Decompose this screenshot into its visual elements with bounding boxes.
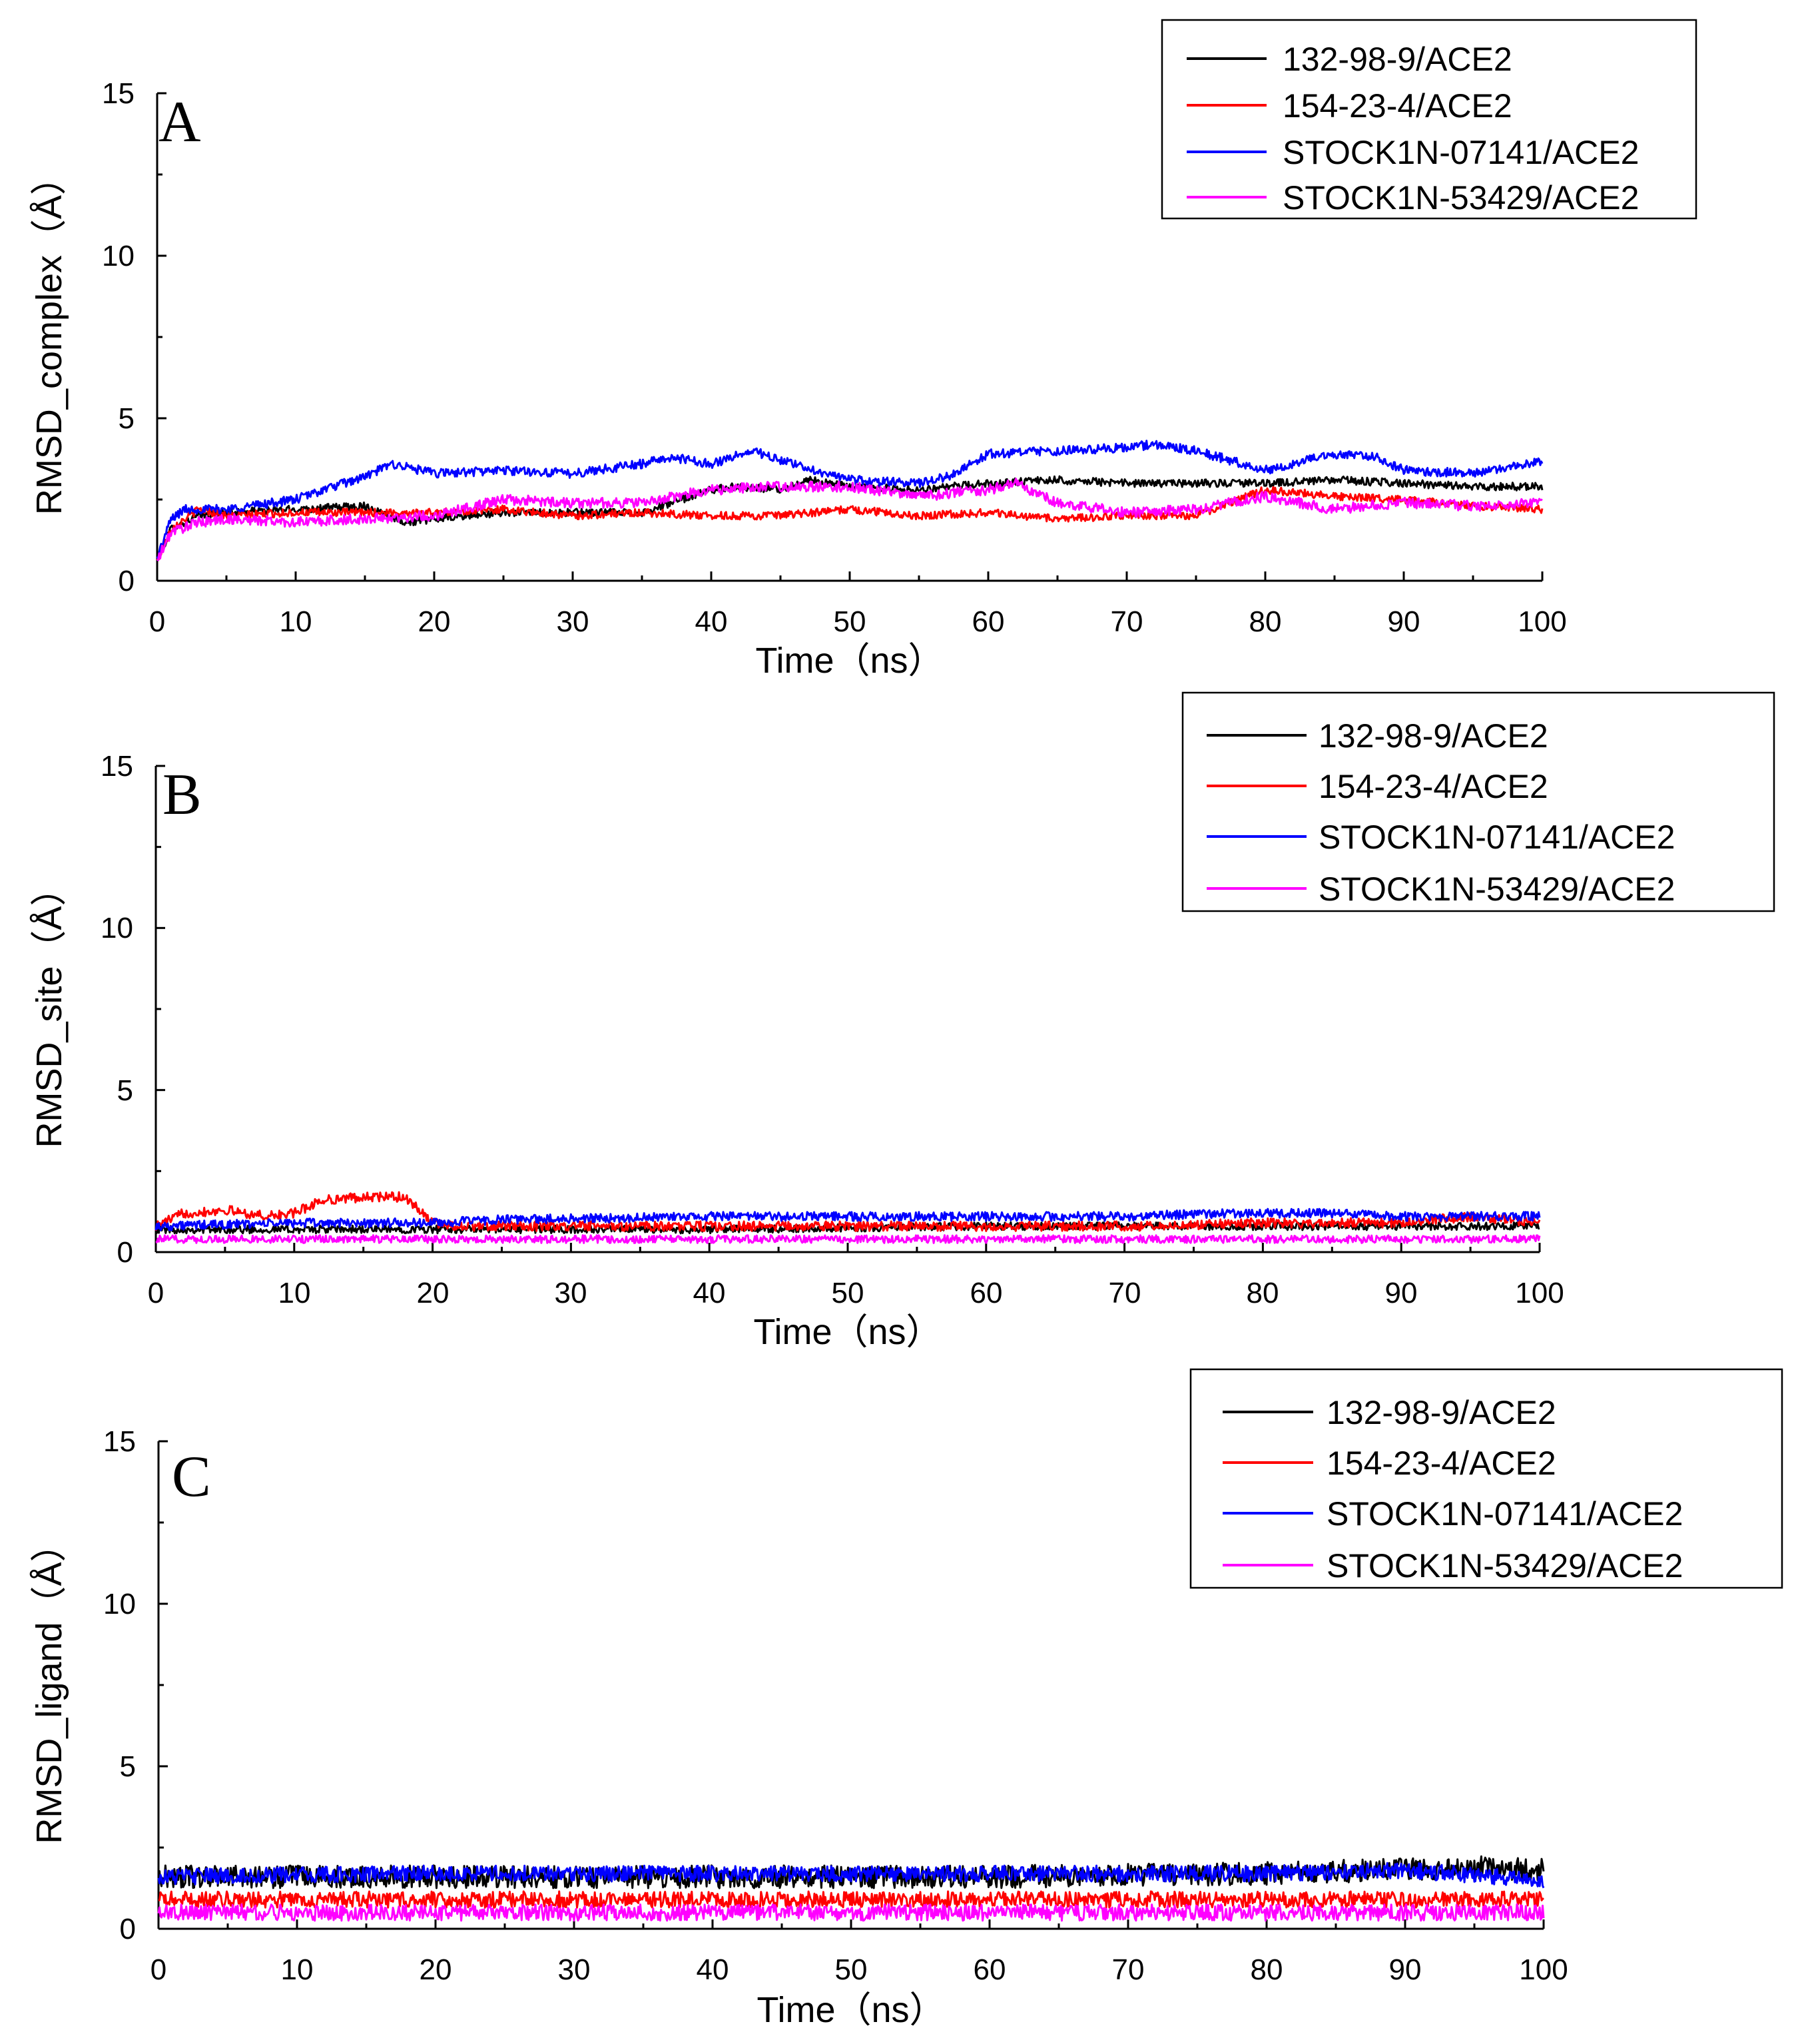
axis-ticks [154, 765, 1541, 1253]
x-tick-label: 30 [558, 1953, 591, 1986]
y-tick-label: 0 [119, 565, 135, 597]
y-tick-label: 15 [101, 750, 133, 783]
x-tick-label: 40 [695, 605, 728, 638]
x-axis-title: Time（ns） [753, 1312, 942, 1352]
panel-letter: A [158, 90, 201, 155]
series-lines [154, 1191, 1541, 1244]
x-tick-label: 100 [1519, 1953, 1568, 1986]
y-tick-label: 0 [117, 1236, 133, 1269]
axis-ticks [157, 1440, 1545, 1930]
x-tick-label: 0 [148, 1277, 164, 1309]
y-tick-label: 10 [103, 1588, 136, 1620]
legend-box [1189, 1368, 1783, 1589]
y-tick-label: 5 [120, 1750, 136, 1783]
x-tick-label: 40 [697, 1953, 729, 1986]
panel-b-chart: 0 5 10 15 0 10 20 30 40 50 60 70 80 90 1… [29, 691, 1775, 1352]
legend-label: STOCK1N-07141/ACE2 [1327, 1495, 1683, 1533]
panel-c-chart: 0 5 10 15 0 10 20 30 40 50 60 70 80 90 1… [29, 1368, 1783, 2030]
series-line-154-23-4-ace2 [154, 1191, 1541, 1232]
x-tick-label: 70 [1112, 1953, 1145, 1986]
x-tick-label: 50 [832, 1277, 864, 1309]
y-tick-label: 15 [103, 1425, 136, 1458]
legend-label: 154-23-4/ACE2 [1327, 1445, 1556, 1482]
series-line-stock1n-07141-ace2 [157, 1862, 1545, 1889]
x-tick-label: 80 [1249, 605, 1282, 638]
legend-label: STOCK1N-53429/ACE2 [1283, 179, 1639, 216]
legend-label: STOCK1N-53429/ACE2 [1319, 870, 1675, 908]
x-tick-label: 30 [555, 1277, 587, 1309]
y-axis-title: RMSD_site（Å） [29, 870, 69, 1148]
x-tick-label: 20 [418, 605, 451, 638]
legend: 132-98-9/ACE2 154-23-4/ACE2 STOCK1N-0714… [1181, 691, 1775, 912]
legend-label: 132-98-9/ACE2 [1283, 41, 1512, 78]
legend-box [1161, 19, 1697, 220]
legend-label: STOCK1N-07141/ACE2 [1319, 819, 1675, 856]
y-axis-title: RMSD_ligand（Å） [29, 1526, 69, 1844]
series-lines [157, 1855, 1545, 1922]
x-tick-label: 90 [1388, 605, 1420, 638]
legend: 132-98-9/ACE2 154-23-4/ACE2 STOCK1N-0714… [1161, 19, 1697, 220]
x-tick-label: 10 [281, 1953, 314, 1986]
panel-a-chart: 0 5 10 15 0 10 20 30 40 50 60 70 80 90 1… [29, 19, 1697, 681]
series-line-154-23-4-ace2 [156, 486, 1544, 561]
series-line-154-23-4-ace2 [158, 1890, 1544, 1909]
x-tick-label: 60 [974, 1953, 1006, 1986]
x-tick-label: 70 [1109, 1277, 1141, 1309]
x-tick-label: 0 [150, 1953, 166, 1986]
series-line-stock1n-53429-ace2 [156, 478, 1543, 561]
x-tick-label: 90 [1385, 1277, 1418, 1309]
x-tick-label: 90 [1389, 1953, 1422, 1986]
x-tick-label: 70 [1111, 605, 1143, 638]
x-tick-label: 80 [1247, 1277, 1279, 1309]
legend-label: 132-98-9/ACE2 [1319, 717, 1548, 755]
legend-label: 154-23-4/ACE2 [1319, 768, 1548, 805]
panel-letter: B [162, 763, 202, 827]
x-tick-label: 40 [693, 1277, 726, 1309]
x-tick-label: 60 [972, 605, 1005, 638]
x-tick-label: 50 [835, 1953, 868, 1986]
x-axis-title: Time（ns） [755, 641, 944, 681]
x-tick-label: 100 [1518, 605, 1566, 638]
legend-label: 132-98-9/ACE2 [1327, 1394, 1556, 1431]
series-line-stock1n-53429-ace2 [157, 1903, 1545, 1922]
y-tick-label: 5 [119, 402, 135, 435]
legend-label: STOCK1N-07141/ACE2 [1283, 134, 1639, 171]
x-tick-label: 0 [149, 605, 165, 638]
panel-letter: C [172, 1445, 211, 1509]
x-tick-label: 10 [280, 605, 312, 638]
y-tick-label: 10 [102, 240, 135, 272]
legend: 132-98-9/ACE2 154-23-4/ACE2 STOCK1N-0714… [1189, 1368, 1783, 1589]
series-lines [156, 440, 1544, 561]
y-tick-label: 5 [117, 1074, 133, 1107]
x-tick-label: 50 [834, 605, 866, 638]
series-line-stock1n-53429-ace2 [155, 1234, 1541, 1244]
y-tick-label: 0 [120, 1913, 136, 1945]
x-tick-label: 80 [1251, 1953, 1283, 1986]
legend-box [1181, 691, 1775, 912]
y-axis-title: RMSD_complex（Å） [29, 159, 69, 515]
x-tick-label: 100 [1515, 1277, 1564, 1309]
x-tick-label: 10 [278, 1277, 311, 1309]
x-tick-label: 20 [417, 1277, 450, 1309]
axis-ticks [156, 92, 1544, 582]
series-line-stock1n-07141-ace2 [156, 440, 1544, 561]
x-axis-title: Time（ns） [756, 1990, 945, 2030]
series-line-stock1n-07141-ace2 [154, 1207, 1541, 1231]
legend-label: 154-23-4/ACE2 [1283, 87, 1512, 125]
x-tick-label: 30 [557, 605, 589, 638]
legend-label: STOCK1N-53429/ACE2 [1327, 1547, 1683, 1584]
x-tick-label: 20 [420, 1953, 452, 1986]
y-tick-label: 10 [101, 912, 133, 944]
x-tick-label: 60 [970, 1277, 1003, 1309]
y-tick-label: 15 [102, 77, 135, 110]
